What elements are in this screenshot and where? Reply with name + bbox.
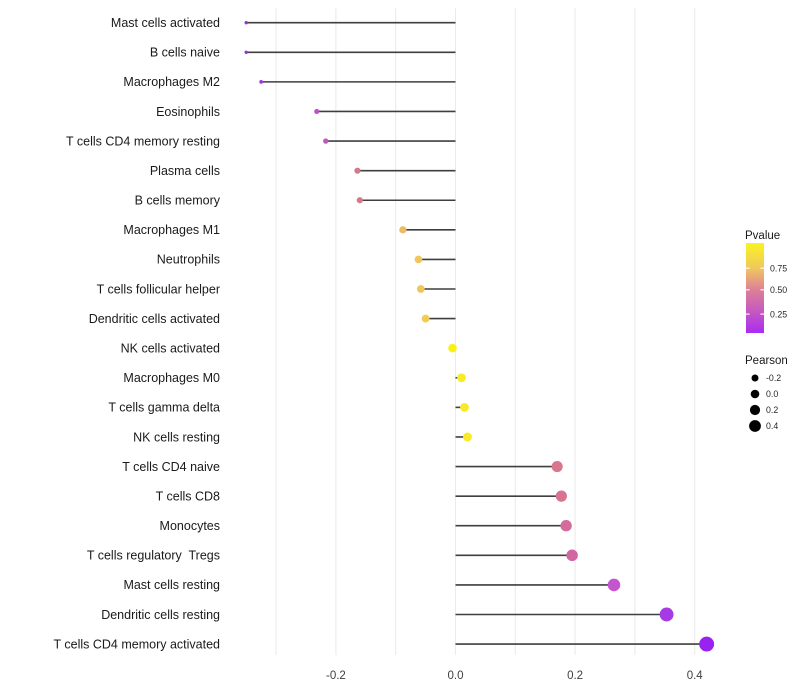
pearson-legend-label: 0.2 <box>766 405 778 415</box>
lollipop-dot <box>457 373 466 383</box>
pvalue-legend-title: Pvalue <box>745 230 780 242</box>
lollipop-stems <box>246 21 707 645</box>
lollipop-dot <box>463 432 472 442</box>
category-label: Mast cells resting <box>123 578 220 592</box>
category-label: Plasma cells <box>150 164 220 178</box>
pvalue-legend-ticks: 0.75 0.50 0.25 <box>746 263 787 319</box>
lollipop-dot <box>566 549 578 562</box>
x-tick-label: 0.0 <box>448 670 464 682</box>
pearson-legend-dot <box>749 420 761 432</box>
pearson-legend-dot <box>750 389 760 399</box>
category-label: Mast cells activated <box>111 16 220 30</box>
lollipop-dot <box>244 50 248 54</box>
category-label: Macrophages M0 <box>123 371 220 385</box>
lollipop-dot <box>551 460 563 473</box>
pearson-legend-items: -0.2 0.0 0.2 0.4 <box>749 373 781 432</box>
pvalue-tick-label: 0.25 <box>770 309 787 319</box>
pvalue-gradient-bar <box>746 243 764 333</box>
category-label: Dendritic cells activated <box>89 312 220 326</box>
pearson-legend-dot <box>751 374 759 382</box>
lollipop-dot <box>399 226 407 234</box>
category-label: T cells CD4 naive <box>122 460 220 474</box>
category-label: Monocytes <box>160 519 220 533</box>
x-tick-label: 0.2 <box>567 670 583 682</box>
pearson-legend-dot <box>749 404 761 416</box>
lollipop-dot <box>314 108 320 115</box>
x-axis-tick-labels: -0.2 0.0 0.2 0.4 <box>326 670 703 682</box>
category-label: Macrophages M2 <box>123 75 220 89</box>
lollipop-dot <box>555 490 567 502</box>
category-label: T cells follicular helper <box>97 282 220 296</box>
x-tick-label: 0.4 <box>687 670 704 682</box>
lollipop-dot <box>414 255 423 264</box>
category-label: NK cells resting <box>133 430 220 444</box>
x-tick-label: -0.2 <box>326 670 346 682</box>
category-axis-labels: Mast cells activated B cells naive Macroph… <box>54 16 221 651</box>
category-label: T cells CD4 memory activated <box>54 637 221 651</box>
lollipop-dot <box>323 138 329 144</box>
category-label: T cells CD8 <box>156 489 220 503</box>
category-label: Eosinophils <box>156 105 220 119</box>
lollipop-dot <box>356 197 363 204</box>
category-label: NK cells activated <box>121 341 220 355</box>
pvalue-color-legend: Pvalue 0.75 0.50 0.25 <box>745 230 787 333</box>
lollipop-dot <box>259 80 264 84</box>
lollipop-dot <box>448 343 457 353</box>
pearson-legend-label: 0.4 <box>766 421 778 431</box>
gridlines <box>275 8 696 655</box>
category-label: T cells regulatory Tregs <box>87 549 220 563</box>
lollipop-dot <box>699 636 715 652</box>
lollipop-dot <box>244 21 248 25</box>
lollipop-dot <box>354 167 361 174</box>
category-label: Macrophages M1 <box>123 223 220 237</box>
pvalue-tick-label: 0.50 <box>770 285 787 295</box>
lollipop-dot <box>416 285 425 293</box>
lollipop-dot <box>659 607 674 622</box>
pearson-legend-label: -0.2 <box>766 373 781 383</box>
pearson-size-legend: Pearson -0.2 0.0 0.2 0.4 <box>745 355 788 432</box>
category-label: B cells naive <box>150 46 220 60</box>
pearson-legend-title: Pearson <box>745 355 788 367</box>
pearson-legend-label: 0.0 <box>766 389 778 399</box>
lollipop-dot <box>460 402 469 412</box>
lollipop-dot <box>607 578 621 592</box>
category-label: T cells CD4 memory resting <box>66 134 220 148</box>
lollipop-dot <box>421 314 430 323</box>
pvalue-tick-label: 0.75 <box>770 263 787 273</box>
lollipop-dots <box>244 21 715 652</box>
lollipop-dot <box>560 520 572 532</box>
category-label: B cells memory <box>135 194 221 208</box>
category-label: T cells gamma delta <box>108 401 220 415</box>
category-label: Neutrophils <box>157 253 220 267</box>
category-label: Dendritic cells resting <box>101 608 220 622</box>
